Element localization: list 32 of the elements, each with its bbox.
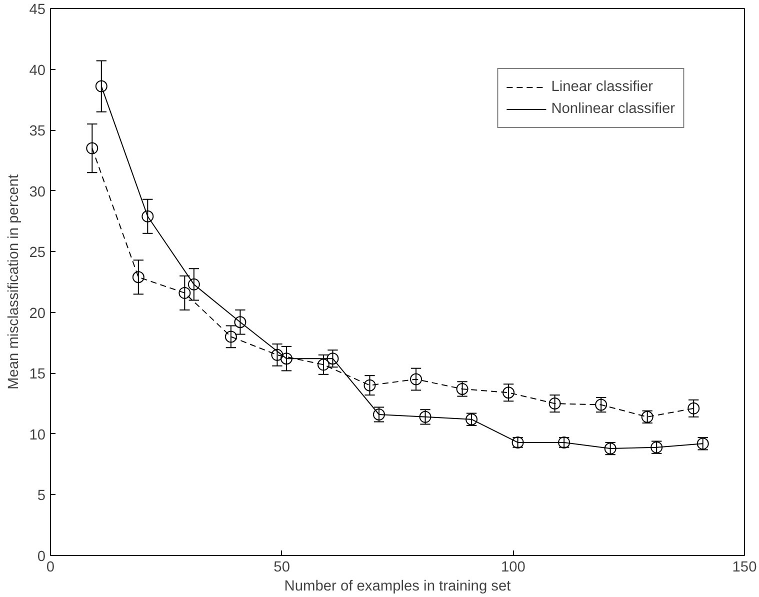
y-tick-label: 5 [37, 488, 46, 504]
point [326, 352, 339, 365]
point [280, 352, 292, 365]
point [142, 210, 154, 222]
y-tick-label: 15 [29, 366, 46, 383]
point [410, 373, 422, 386]
y-tick-label: 10 [29, 427, 46, 444]
point [86, 142, 98, 154]
x-axis-title: Number of examples in training set [284, 578, 511, 594]
x-tick-label: 50 [274, 560, 290, 576]
point [271, 348, 284, 361]
y-tick-label: 45 [29, 2, 46, 18]
y-tick-label: 30 [29, 184, 46, 200]
point [688, 402, 700, 414]
point [95, 80, 108, 92]
x-tick-label: 100 [500, 560, 526, 576]
point [364, 379, 376, 392]
point [502, 386, 515, 399]
point [132, 271, 144, 284]
legend-label: Linear classifier [551, 79, 654, 95]
y-axis-title: Mean misclassification in percent [6, 174, 22, 390]
point [178, 286, 191, 299]
y-tick-label: 35 [29, 124, 46, 140]
point [234, 316, 246, 328]
y-tick-label: 0 [37, 549, 46, 565]
y-tick-label: 40 [29, 62, 46, 79]
legend-label: Nonlinear classifier [551, 101, 675, 117]
y-tick-label: 20 [29, 306, 46, 322]
point [188, 278, 200, 290]
point [548, 398, 561, 410]
y-tick-label: 25 [29, 245, 46, 262]
x-tick-label: 150 [732, 560, 757, 576]
